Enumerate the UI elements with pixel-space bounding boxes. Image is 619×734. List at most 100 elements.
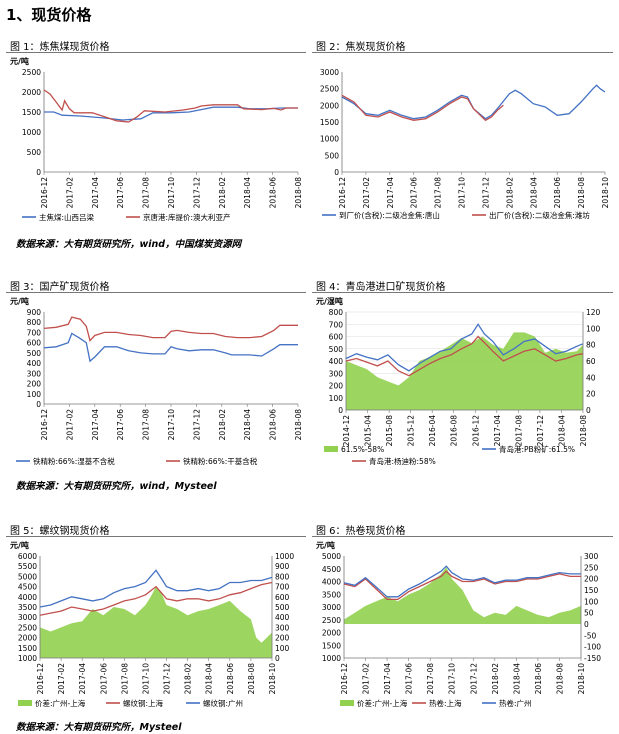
y2-tick-label: 200	[584, 575, 599, 584]
y-tick-label: 800	[27, 318, 42, 327]
line-series-螺纹钢:广州	[39, 569, 273, 608]
y2-tick-label: 900	[275, 562, 290, 571]
legend-swatch	[324, 446, 338, 452]
x-tick-label: 2015-04	[364, 415, 373, 447]
x-tick-label: 2018-04	[205, 663, 214, 695]
line-series-铁精粉:66%:干基含税	[43, 316, 298, 342]
legend-label: 京唐港:库提价:澳大利亚产	[143, 212, 231, 222]
y-unit-label: 元/吨	[316, 540, 335, 550]
y-tick-label: 0	[36, 400, 41, 409]
y-tick-label: 400	[329, 357, 344, 366]
x-tick-label: 2015-12	[407, 415, 416, 447]
y-tick-label: 500	[329, 345, 344, 354]
legend-label: 铁精粉:66%:湿基不含税	[33, 456, 115, 466]
x-tick-label: 2016-12	[40, 177, 49, 209]
x-tick-label: 2017-08	[426, 663, 435, 695]
legend-label: 热卷:广州	[499, 698, 532, 708]
y-tick-label: 6000	[18, 552, 37, 561]
y2-tick-label: 600	[275, 593, 290, 602]
fig-divider	[312, 536, 613, 537]
x-tick-label: 2018-08	[294, 409, 303, 441]
y-tick-label: 1500	[322, 641, 341, 650]
chart-fig5: 元/吨1000150020002500300035004000450050005…	[10, 540, 294, 708]
legend-label: 铁精粉:66%:干基含税	[183, 456, 258, 466]
x-tick-label: 2017-06	[99, 663, 108, 695]
x-tick-label: 2018-10	[601, 177, 610, 209]
legend-label: 到厂价(含税):二级冶金焦:唐山	[339, 210, 440, 220]
y2-tick-label: 1000	[275, 552, 294, 561]
x-tick-label: 2017-06	[405, 663, 414, 695]
y-tick-label: 500	[325, 151, 340, 160]
y2-tick-label: 300	[275, 623, 290, 632]
y-tick-label: 400	[27, 359, 42, 368]
y-tick-label: 2000	[322, 629, 341, 638]
y-tick-label: 300	[329, 369, 344, 378]
x-tick-label: 2017-04	[91, 177, 100, 209]
x-tick-label: 2017-02	[362, 663, 371, 695]
x-tick-label: 2017-04	[386, 177, 395, 209]
x-tick-label: 2018-10	[577, 663, 586, 695]
y-tick-label: 3500	[322, 590, 341, 599]
y2-tick-label: 80	[586, 341, 596, 350]
fig-divider	[312, 292, 613, 293]
legend-label: 热卷:上海	[429, 698, 462, 708]
y-tick-label: 5000	[18, 572, 37, 581]
x-tick-label: 2017-04	[493, 415, 502, 447]
legend-label: 青岛港:杨迪粉:58%	[369, 456, 436, 466]
data-source: 数据来源：大有期货研究所，wind，Mysteel	[16, 481, 217, 492]
y-tick-label: 4000	[322, 578, 341, 587]
line-series-青岛港:杨迪粉:58%	[345, 335, 584, 377]
x-tick-label: 2017-02	[65, 177, 74, 209]
x-tick-label: 2017-08	[120, 663, 129, 695]
chart-title: 图 4：青岛港进口矿现货价格	[316, 282, 446, 293]
x-tick-label: 2017-12	[536, 415, 545, 447]
legend-label: 青岛港:PB粉矿:61.5%	[499, 444, 575, 454]
y-tick-label: 2500	[18, 623, 37, 632]
y-tick-label: 2500	[22, 68, 41, 77]
chart-fig1: 元/吨 0 500 1000 1500 2000 2500 2016-12 2017-02 201…	[10, 56, 303, 222]
fig-divider	[6, 52, 306, 53]
y-tick-label: 5500	[18, 562, 37, 571]
y2-tick-label: 200	[275, 634, 290, 643]
chart-fig4: 元/湿吨 0 100 200 300 400 500 600 700 800 0 20 40 60 80 10…	[316, 296, 601, 466]
y2-tick-label: 60	[586, 357, 596, 366]
y2-tick-label: -50	[584, 631, 596, 640]
y2-tick-label: 0	[584, 620, 589, 629]
legend-label: 61.5%-58%	[341, 445, 384, 454]
x-tick-label: 2018-08	[555, 663, 564, 695]
y2-tick-label: 100	[586, 324, 601, 333]
x-tick-label: 2018-06	[226, 663, 235, 695]
x-tick-label: 2018-04	[512, 663, 521, 695]
y2-tick-label: 500	[275, 603, 290, 612]
y-tick-label: 2500	[320, 85, 339, 94]
x-tick-label: 2016-12	[40, 409, 49, 441]
area-series-价差:广州-上海	[344, 567, 581, 624]
y2-tick-label: 40	[586, 373, 596, 382]
x-tick-label: 2017-12	[469, 663, 478, 695]
line-series-热卷:上海	[343, 570, 581, 601]
y-tick-label: 2000	[22, 88, 41, 97]
data-source: 数据来源：大有期货研究所，wind，中国煤炭资源网	[16, 239, 242, 250]
chart-title: 图 6：热卷现货价格	[316, 526, 406, 537]
y-tick-label: 2000	[18, 634, 37, 643]
area-series-价差:广州-上海	[40, 586, 272, 658]
chart-title: 图 5：螺纹钢现货价格	[10, 526, 110, 537]
fig-divider	[6, 292, 306, 293]
x-tick-label: 2017-10	[167, 409, 176, 441]
x-tick-label: 2018-06	[269, 409, 278, 441]
y-unit-label: 元/吨	[10, 56, 29, 66]
legend-label: 价差:广州-上海	[357, 698, 408, 708]
line-series-京唐港:库提价:澳大利亚产	[43, 89, 298, 123]
y-tick-label: 1000	[18, 654, 37, 663]
y-tick-label: 800	[329, 308, 344, 317]
x-tick-label: 2017-10	[167, 177, 176, 209]
chart-title: 图 1：炼焦煤现货价格	[10, 42, 110, 53]
x-tick-label: 2017-08	[142, 177, 151, 209]
x-tick-label: 2018-04	[243, 409, 252, 441]
x-tick-label: 2017-12	[192, 409, 201, 441]
chart-fig6: 元/吨100015002000250030003500400045005000-…	[316, 540, 601, 708]
x-tick-label: 2018-06	[269, 177, 278, 209]
y-tick-label: 100	[329, 394, 344, 403]
x-tick-label: 2017-12	[163, 663, 172, 695]
y-tick-label: 700	[27, 328, 42, 337]
